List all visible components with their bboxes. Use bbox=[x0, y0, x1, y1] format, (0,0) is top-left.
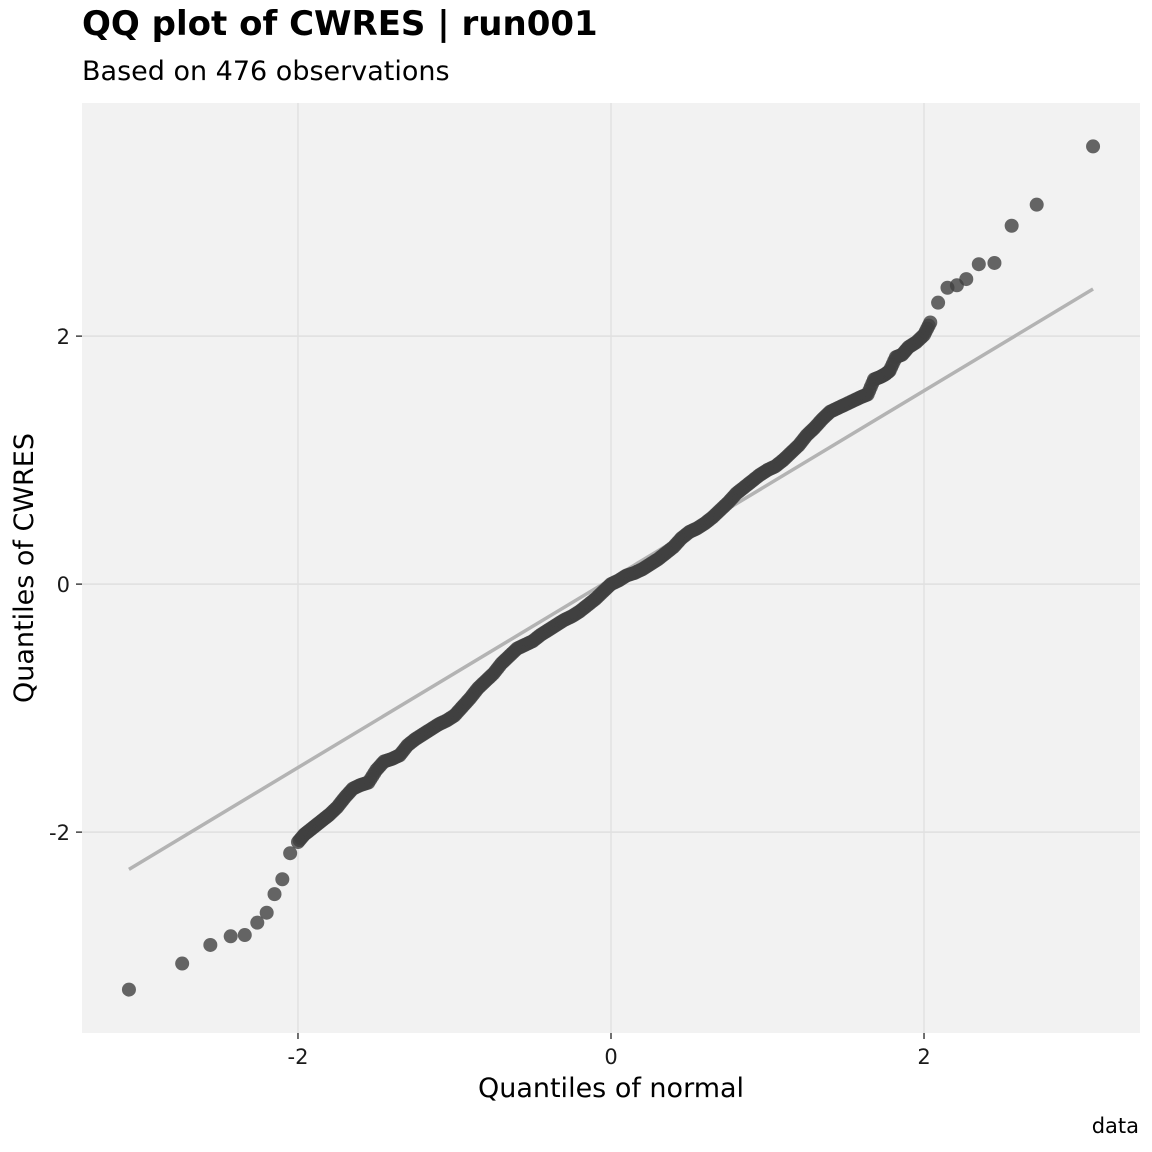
x-tick-label: -2 bbox=[288, 1045, 309, 1069]
data-point bbox=[267, 887, 282, 902]
data-point bbox=[987, 255, 1002, 270]
x-tick-label: 2 bbox=[917, 1045, 930, 1069]
data-point bbox=[275, 872, 290, 887]
data-point bbox=[1029, 197, 1044, 212]
data-point bbox=[237, 928, 252, 943]
y-tick-label: -2 bbox=[49, 821, 70, 845]
data-point bbox=[259, 905, 274, 920]
data-points bbox=[121, 139, 1101, 997]
data-point bbox=[1086, 139, 1101, 154]
data-point bbox=[121, 982, 136, 997]
data-point bbox=[1004, 218, 1019, 233]
x-axis-ticks: -2 0 2 bbox=[288, 1033, 931, 1069]
data-point bbox=[283, 846, 298, 861]
y-tick-label: 0 bbox=[57, 573, 70, 597]
chart-subtitle: Based on 476 observations bbox=[82, 56, 450, 87]
chart-title: QQ plot of CWRES | run001 bbox=[82, 4, 598, 44]
chart-caption: data bbox=[1091, 1114, 1139, 1138]
data-point bbox=[250, 915, 265, 930]
data-point bbox=[959, 272, 974, 287]
data-point bbox=[203, 937, 218, 952]
y-tick-label: 2 bbox=[57, 325, 70, 349]
data-point bbox=[931, 295, 946, 310]
y-axis-title: Quantiles of CWRES bbox=[9, 433, 40, 703]
x-tick-label: 0 bbox=[604, 1045, 617, 1069]
data-point bbox=[971, 257, 986, 272]
y-axis-ticks: -2 0 2 bbox=[49, 325, 82, 845]
data-point bbox=[223, 929, 238, 944]
data-point bbox=[923, 315, 938, 330]
data-point bbox=[175, 956, 190, 971]
x-axis-title: Quantiles of normal bbox=[478, 1073, 744, 1104]
